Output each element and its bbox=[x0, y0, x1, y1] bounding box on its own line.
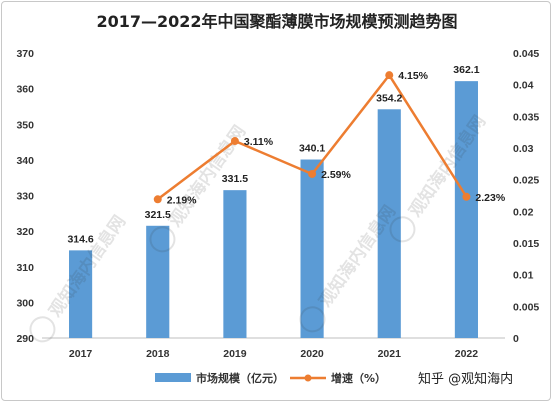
y-right-tick-label: 0.02 bbox=[513, 206, 534, 218]
y-left-tick-label: 330 bbox=[16, 191, 34, 203]
line-point bbox=[153, 195, 162, 204]
legend-label-line: 增速（%） bbox=[331, 371, 386, 385]
bar bbox=[69, 250, 93, 338]
line-value-label: 4.15% bbox=[398, 70, 428, 82]
y-right-tick-label: 0.04 bbox=[513, 80, 534, 92]
y-axis-left: 290 300 310 320 330 340 350 360 370 bbox=[16, 48, 34, 345]
legend: 市场规模（亿元） 增速（%） bbox=[155, 371, 386, 385]
line-series bbox=[153, 71, 471, 204]
line-point bbox=[462, 192, 471, 201]
y-left-tick-label: 300 bbox=[16, 297, 34, 309]
line-point bbox=[308, 169, 317, 178]
bar-series bbox=[69, 81, 478, 339]
y-left-tick-label: 360 bbox=[16, 84, 34, 96]
line-point bbox=[385, 71, 394, 80]
watermark-stamp-logo bbox=[149, 226, 176, 253]
y-right-tick-label: 0 bbox=[513, 333, 519, 345]
x-tick-label: 2020 bbox=[300, 348, 324, 360]
x-tick-label: 2022 bbox=[455, 348, 479, 360]
y-left-tick-label: 320 bbox=[16, 226, 34, 238]
bar bbox=[454, 81, 478, 339]
watermark-text: 知乎 @观知海内 bbox=[418, 371, 513, 387]
y-right-tick-label: 0.01 bbox=[513, 270, 534, 282]
watermark-stamp-logo bbox=[299, 306, 326, 333]
bar-value-label: 331.5 bbox=[222, 173, 248, 185]
y-axis-right: 0 0.005 0.01 0.015 0.02 0.025 0.03 0.035 0.04 0.0… bbox=[513, 48, 539, 345]
bar-value-label: 362.1 bbox=[453, 64, 479, 76]
watermark-stamp-logo bbox=[29, 316, 56, 343]
x-axis: 2017 2018 2019 2020 2021 2022 bbox=[42, 337, 505, 360]
legend-swatch-bar bbox=[155, 373, 191, 382]
y-left-tick-label: 350 bbox=[16, 119, 34, 131]
chart-title: 2017—2022年中国聚酯薄膜市场规模预测趋势图 bbox=[96, 12, 457, 31]
y-left-tick-label: 370 bbox=[16, 48, 34, 60]
y-right-tick-label: 0.025 bbox=[513, 175, 539, 187]
bar-value-label: 354.2 bbox=[376, 92, 402, 104]
x-tick-label: 2017 bbox=[69, 348, 93, 360]
y-left-tick-label: 290 bbox=[16, 333, 34, 345]
legend-label-bar: 市场规模（亿元） bbox=[196, 371, 284, 385]
bar-value-label: 321.5 bbox=[145, 209, 171, 221]
y-right-tick-label: 0.045 bbox=[513, 48, 539, 60]
y-left-tick-label: 340 bbox=[16, 155, 34, 167]
y-right-tick-label: 0.005 bbox=[513, 301, 539, 313]
x-tick-label: 2021 bbox=[378, 348, 402, 360]
bar bbox=[300, 159, 324, 338]
line-point bbox=[230, 137, 239, 146]
bar bbox=[146, 225, 170, 338]
watermark-stamp-logo bbox=[389, 216, 416, 243]
legend-swatch-marker bbox=[304, 374, 312, 382]
line-value-label: 2.23% bbox=[475, 192, 505, 204]
y-right-tick-label: 0.015 bbox=[513, 238, 539, 250]
x-tick-label: 2019 bbox=[223, 348, 247, 360]
y-right-tick-label: 0.035 bbox=[513, 111, 539, 123]
y-left-tick-label: 310 bbox=[16, 262, 34, 274]
bar bbox=[377, 109, 401, 338]
bar bbox=[223, 190, 247, 338]
watermark: 知乎 @观知海内 bbox=[418, 371, 513, 387]
data-labels: 314.6 321.5 331.5 340.1 354.2 362.1 2.19% 3.11%… bbox=[67, 64, 505, 245]
line-value-label: 2.19% bbox=[167, 194, 197, 206]
y-right-tick-label: 0.03 bbox=[513, 143, 534, 155]
bar-value-label: 340.1 bbox=[299, 143, 325, 155]
x-tick-label: 2018 bbox=[146, 348, 170, 360]
bar-value-label: 314.6 bbox=[67, 233, 93, 245]
line-value-label: 2.59% bbox=[321, 169, 351, 181]
line-value-label: 3.11% bbox=[244, 136, 274, 148]
